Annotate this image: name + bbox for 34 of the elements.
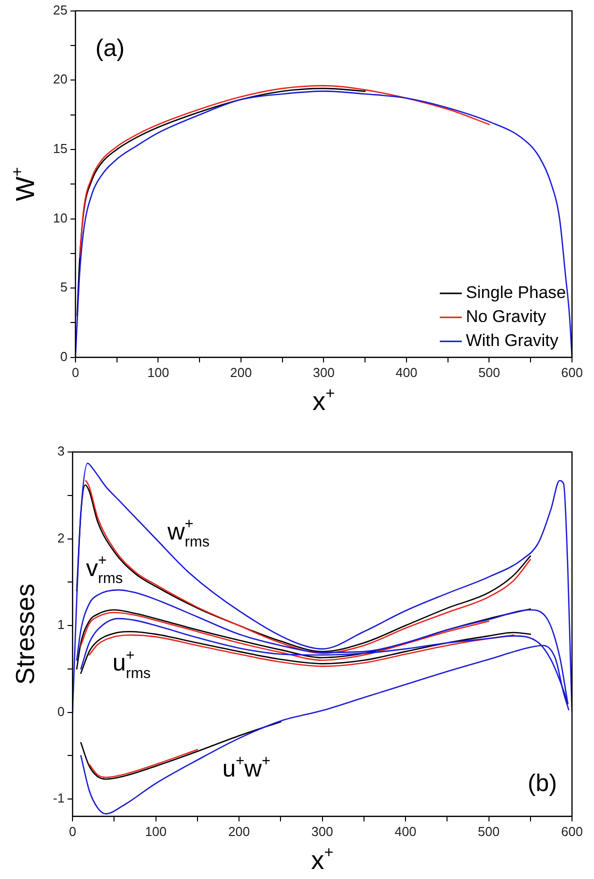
x-tick-label: 0 — [72, 364, 80, 380]
x-tick-label: 300 — [312, 364, 335, 380]
y-tick-label: -1 — [52, 790, 65, 806]
x-axis-title: x+ — [311, 843, 334, 875]
y-tick-label: 20 — [52, 72, 68, 87]
legend-label: No Gravity — [466, 307, 547, 326]
y-tick-label: 15 — [52, 141, 68, 156]
y-tick-label: 2 — [57, 530, 65, 546]
x-axis-title: x+ — [312, 384, 335, 416]
y-axis-title: W+ — [8, 167, 40, 202]
annotation: (b) — [528, 770, 558, 797]
x-tick-label: 400 — [394, 824, 416, 839]
x-tick-label: 300 — [311, 824, 334, 839]
x-tick-label: 600 — [561, 364, 583, 380]
x-tick-label: 100 — [147, 364, 170, 380]
y-tick-label: 0 — [57, 704, 65, 719]
y-tick-label: 25 — [52, 2, 68, 18]
x-tick-label: 500 — [478, 824, 500, 839]
x-tick-label: 600 — [561, 824, 583, 839]
y-tick-label: 0 — [60, 348, 68, 364]
y-tick-label: 10 — [52, 210, 68, 226]
x-tick-label: 400 — [396, 364, 418, 380]
x-tick-label: 200 — [230, 364, 252, 380]
legend-label: Single Phase — [466, 283, 566, 302]
x-tick-label: 100 — [144, 824, 167, 839]
y-tick-label: 5 — [60, 280, 68, 295]
y-axis-title: Stresses — [10, 584, 40, 685]
legend-label: With Gravity — [466, 331, 559, 350]
x-tick-label: 500 — [478, 364, 500, 380]
annotation: (a) — [95, 34, 125, 62]
x-tick-label: 200 — [228, 824, 250, 839]
y-tick-label: 1 — [57, 617, 65, 632]
annotation: u+w+ — [222, 754, 270, 782]
y-tick-label: 3 — [57, 444, 65, 459]
